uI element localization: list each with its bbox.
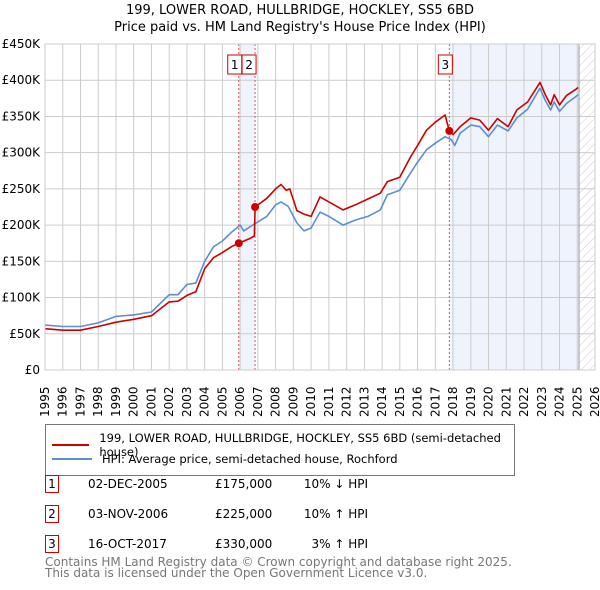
sale-point	[251, 203, 260, 211]
sale-row: 3 16-OCT-2017 £330,000 3% ↑ HPI	[0, 535, 600, 555]
sale-marker-label: 3	[442, 58, 450, 72]
x-tick-label: 2020	[482, 386, 496, 417]
x-tick-label: 1996	[56, 386, 70, 417]
sale-row: 2 03-NOV-2006 £225,000 10% ↑ HPI	[0, 505, 600, 525]
x-tick-label: 2019	[464, 386, 478, 417]
x-tick-label: 2017	[428, 386, 442, 417]
x-tick-label: 2018	[446, 386, 460, 417]
chart-title: 199, LOWER ROAD, HULLBRIDGE, HOCKLEY, SS…	[125, 3, 475, 18]
forecast-hatch	[579, 44, 595, 370]
sale-number-badge: 2	[45, 505, 59, 523]
x-tick-label: 1997	[73, 386, 87, 417]
legend: 199, LOWER ROAD, HULLBRIDGE, HOCKLEY, SS…	[45, 424, 515, 476]
legend-swatch-red	[52, 444, 90, 446]
footer-attribution: Contains HM Land Registry data © Crown c…	[45, 555, 512, 580]
x-tick-label: 2022	[517, 386, 531, 417]
x-tick-label: 2003	[180, 386, 194, 417]
legend-label-hpi: HPI: Average price, semi-detached house,…	[102, 452, 398, 466]
sale-hpi-diff: 10% ↑ HPI	[303, 507, 368, 521]
sale-number-badge: 1	[45, 475, 59, 493]
y-tick-label: £450K	[2, 37, 42, 51]
sale-point	[234, 239, 243, 248]
x-tick-label: 2004	[198, 386, 212, 417]
legend-item-hpi: HPI: Average price, semi-detached house,…	[52, 452, 398, 466]
x-tick-label: 2009	[286, 386, 300, 417]
sale-marker-box	[241, 54, 257, 75]
sale-marker-label: 2	[245, 58, 253, 72]
footer-line-1: Contains HM Land Registry data © Crown c…	[45, 555, 512, 569]
x-tick-label: 1999	[109, 386, 123, 417]
x-tick-label: 2007	[251, 386, 265, 417]
sale-price: £175,000	[215, 477, 273, 491]
chart-subtitle: Price paid vs. HM Land Registry's House …	[114, 20, 486, 35]
x-tick-label: 2011	[322, 386, 336, 417]
x-tick-label: 2012	[340, 386, 354, 417]
sale-point	[445, 126, 454, 135]
hpi-line	[44, 87, 579, 328]
y-tick-label: £0	[25, 363, 40, 377]
y-tick-label: £350K	[2, 109, 42, 123]
legend-item-property: 199, LOWER ROAD, HULLBRIDGE, HOCKLEY, SS…	[52, 431, 514, 459]
x-tick-label: 2025	[570, 386, 584, 417]
sale-date: 16-OCT-2017	[88, 537, 167, 551]
legend-label-property: 199, LOWER ROAD, HULLBRIDGE, HOCKLEY, SS…	[99, 431, 501, 459]
x-tick-label: 2005	[215, 386, 229, 417]
x-tick-label: 2008	[269, 386, 283, 417]
x-tick-label: 2006	[233, 386, 247, 417]
x-tick-label: 2014	[375, 386, 389, 417]
y-tick-label: £100K	[2, 291, 42, 305]
x-tick-label: 2024	[553, 386, 567, 417]
sale-number-badge: 3	[45, 535, 59, 553]
x-tick-label: 2015	[393, 386, 407, 417]
x-tick-label: 2000	[127, 386, 141, 417]
sale-price: £330,000	[215, 537, 273, 551]
x-tick-label: 2023	[535, 386, 549, 417]
footer-line-2: This data is licensed under the Open Gov…	[45, 566, 428, 580]
sale-marker-label: 1	[231, 58, 239, 72]
price-chart: 1995 1996 1997 1998 1999 2000 2001 2002 2003 2004…	[2, 37, 600, 417]
x-tick-label: 2021	[499, 386, 513, 417]
x-tick-label: 2001	[144, 386, 158, 417]
sale-date: 02-DEC-2005	[88, 477, 168, 491]
plot-border	[44, 43, 596, 371]
y-tick-label: £150K	[2, 254, 42, 268]
x-tick-label: 2010	[304, 386, 318, 417]
y-tick-label: £250K	[2, 182, 42, 196]
property-price-line	[44, 81, 579, 332]
y-tick-label: £200K	[2, 218, 42, 232]
x-tick-label: 2013	[357, 386, 371, 417]
sale-hpi-diff: 3% ↑ HPI	[311, 537, 368, 551]
x-tick-label: 2026	[588, 386, 600, 417]
x-tick-label: 2002	[162, 386, 176, 417]
x-tick-label: 1995	[38, 386, 52, 417]
sale-price: £225,000	[215, 507, 273, 521]
sale-date: 03-NOV-2006	[88, 507, 169, 521]
y-tick-label: £300K	[2, 146, 42, 160]
y-tick-label: £50K	[9, 327, 41, 341]
sale-row: 1 02-DEC-2005 £175,000 10% ↓ HPI	[0, 475, 600, 495]
shaded-period	[238, 44, 256, 370]
legend-swatch-blue	[52, 458, 92, 460]
y-tick-label: £400K	[2, 73, 42, 87]
sale-marker-box	[437, 54, 453, 75]
x-tick-label: 2016	[411, 386, 425, 417]
x-tick-label: 1998	[91, 386, 105, 417]
sale-hpi-diff: 10% ↓ HPI	[303, 477, 368, 491]
